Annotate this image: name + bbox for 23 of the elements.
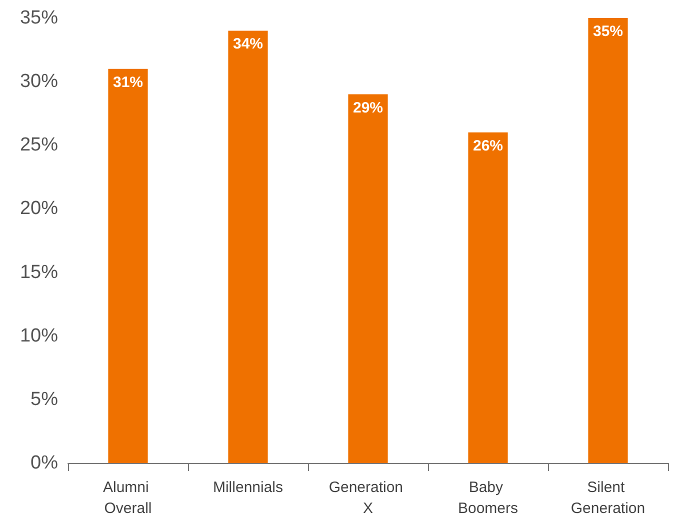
data-label: 26% <box>472 137 504 154</box>
data-label: 29% <box>352 99 384 116</box>
data-label: 34% <box>232 36 264 53</box>
bar <box>108 68 148 463</box>
x-tick-label: Generation X <box>328 479 408 517</box>
x-tick-label: Millennials <box>212 479 284 496</box>
y-tick-label: 25% <box>20 134 58 156</box>
y-tick-label: 5% <box>30 388 58 410</box>
y-tick-label: 20% <box>20 198 58 220</box>
y-tick-label: 15% <box>20 262 58 283</box>
x-tick-label: Alumni Overall <box>102 479 154 517</box>
y-tick-label: 10% <box>20 325 58 346</box>
bar <box>588 18 628 463</box>
y-tick-label: 0% <box>30 452 58 474</box>
bar <box>228 30 268 463</box>
data-label: 31% <box>112 74 144 91</box>
data-label: 35% <box>592 23 624 40</box>
bar <box>348 94 388 463</box>
y-tick-label: 30% <box>20 71 58 92</box>
x-tick-label: Baby Boomers <box>458 479 518 517</box>
y-tick-label: 35% <box>20 8 58 28</box>
bar <box>468 132 508 463</box>
x-tick-label: Silent Generation <box>570 479 646 517</box>
